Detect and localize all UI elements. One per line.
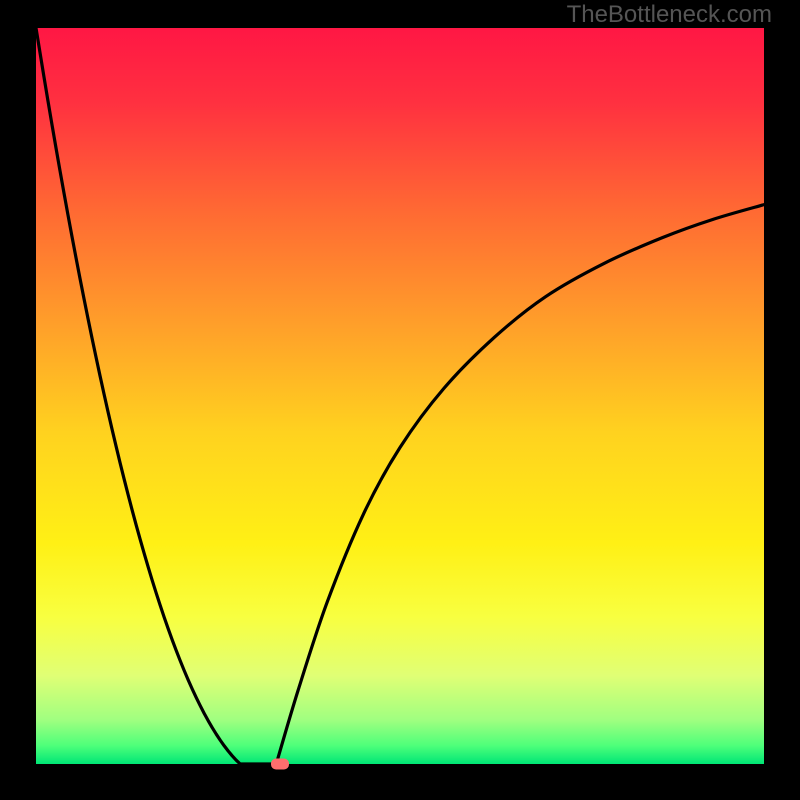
chart-frame: TheBottleneck.com — [0, 0, 800, 800]
watermark-text: TheBottleneck.com — [567, 1, 772, 29]
trough-marker — [271, 759, 289, 770]
plot-area — [36, 28, 764, 764]
bottleneck-curve — [36, 28, 764, 764]
